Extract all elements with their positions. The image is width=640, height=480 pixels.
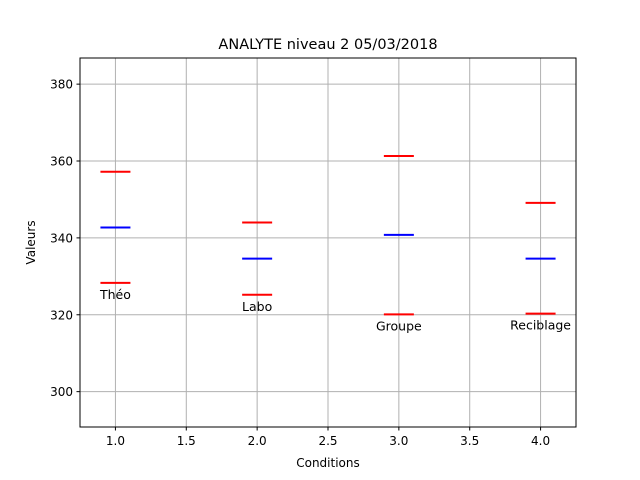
- grid: [80, 58, 576, 427]
- y-tick-label: 320: [50, 308, 73, 322]
- x-tick-label: 3.0: [389, 434, 408, 448]
- y-tick-label: 360: [50, 155, 73, 169]
- y-axis-label: Valeurs: [24, 220, 38, 264]
- x-tick-label: 1.5: [177, 434, 196, 448]
- condition-label: Reciblage: [510, 318, 571, 333]
- y-tick-label: 300: [50, 385, 73, 399]
- y-tick-label: 340: [50, 231, 73, 245]
- x-tick-label: 3.5: [460, 434, 479, 448]
- x-tick-label: 2.5: [318, 434, 337, 448]
- x-axis-label: Conditions: [296, 456, 360, 470]
- x-tick-label: 4.0: [531, 434, 550, 448]
- plot-marks: Théo Labo Groupe Reciblage: [99, 155, 571, 333]
- condition-label: Labo: [242, 299, 272, 314]
- axis-ticks: 1.0 1.5 2.0 2.5 3.0 3.5 4.0 300 320 340 360 380: [50, 78, 550, 448]
- x-tick-label: 1.0: [106, 434, 125, 448]
- x-tick-label: 2.0: [248, 434, 267, 448]
- condition-label: Groupe: [376, 318, 422, 333]
- chart-title: ANALYTE niveau 2 05/03/2018: [218, 37, 437, 53]
- y-tick-label: 380: [50, 78, 73, 92]
- condition-label: Théo: [99, 287, 131, 302]
